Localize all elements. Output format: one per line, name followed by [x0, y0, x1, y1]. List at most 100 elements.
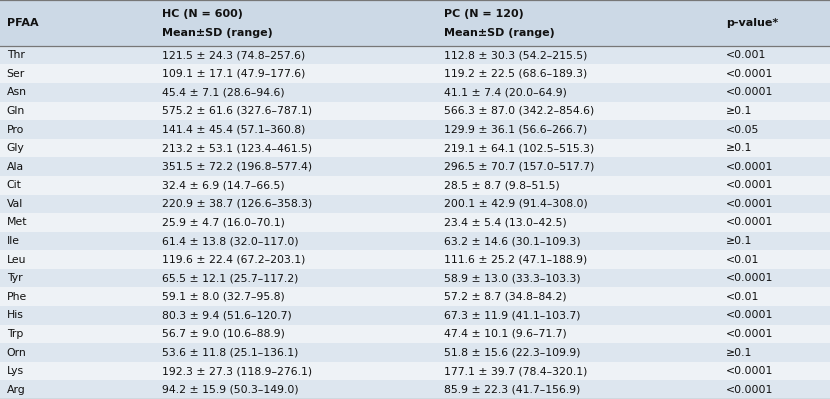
Text: <0.0001: <0.0001 [726, 273, 774, 283]
Text: Leu: Leu [7, 255, 26, 265]
Text: <0.0001: <0.0001 [726, 385, 774, 395]
Text: 65.5 ± 12.1 (25.7–117.2): 65.5 ± 12.1 (25.7–117.2) [162, 273, 298, 283]
Text: 121.5 ± 24.3 (74.8–257.6): 121.5 ± 24.3 (74.8–257.6) [162, 50, 305, 60]
Bar [0, 269, 830, 288]
Text: <0.0001: <0.0001 [726, 366, 774, 376]
Text: Pro: Pro [7, 124, 24, 134]
Bar [0, 325, 830, 343]
Text: Cit: Cit [7, 180, 22, 190]
Bar [0, 176, 830, 195]
Text: ≥0.1: ≥0.1 [726, 143, 753, 153]
Bar [0, 306, 830, 325]
Bar [0, 380, 830, 399]
Text: 219.1 ± 64.1 (102.5–515.3): 219.1 ± 64.1 (102.5–515.3) [444, 143, 594, 153]
Text: Val: Val [7, 199, 23, 209]
Text: <0.0001: <0.0001 [726, 87, 774, 97]
Text: 63.2 ± 14.6 (30.1–109.3): 63.2 ± 14.6 (30.1–109.3) [444, 236, 581, 246]
Text: 141.4 ± 45.4 (57.1–360.8): 141.4 ± 45.4 (57.1–360.8) [162, 124, 305, 134]
Text: 296.5 ± 70.7 (157.0–517.7): 296.5 ± 70.7 (157.0–517.7) [444, 162, 594, 172]
Text: Ser: Ser [7, 69, 25, 79]
Text: <0.0001: <0.0001 [726, 329, 774, 339]
Text: 94.2 ± 15.9 (50.3–149.0): 94.2 ± 15.9 (50.3–149.0) [162, 385, 299, 395]
Text: Arg: Arg [7, 385, 26, 395]
Bar [0, 250, 830, 269]
Text: 177.1 ± 39.7 (78.4–320.1): 177.1 ± 39.7 (78.4–320.1) [444, 366, 588, 376]
Text: <0.01: <0.01 [726, 292, 759, 302]
Text: 575.2 ± 61.6 (327.6–787.1): 575.2 ± 61.6 (327.6–787.1) [162, 106, 312, 116]
Text: Lys: Lys [7, 366, 24, 376]
Text: 25.9 ± 4.7 (16.0–70.1): 25.9 ± 4.7 (16.0–70.1) [162, 217, 285, 227]
Text: 109.1 ± 17.1 (47.9–177.6): 109.1 ± 17.1 (47.9–177.6) [162, 69, 305, 79]
Text: Ala: Ala [7, 162, 24, 172]
Bar [0, 102, 830, 120]
Text: 112.8 ± 30.3 (54.2–215.5): 112.8 ± 30.3 (54.2–215.5) [444, 50, 588, 60]
Text: <0.0001: <0.0001 [726, 180, 774, 190]
Text: 57.2 ± 8.7 (34.8–84.2): 57.2 ± 8.7 (34.8–84.2) [444, 292, 567, 302]
Text: 45.4 ± 7.1 (28.6–94.6): 45.4 ± 7.1 (28.6–94.6) [162, 87, 285, 97]
Text: p-value*: p-value* [726, 18, 779, 28]
Bar [0, 65, 830, 83]
Bar [0, 195, 830, 213]
Text: Phe: Phe [7, 292, 27, 302]
Text: 59.1 ± 8.0 (32.7–95.8): 59.1 ± 8.0 (32.7–95.8) [162, 292, 285, 302]
Text: 28.5 ± 8.7 (9.8–51.5): 28.5 ± 8.7 (9.8–51.5) [444, 180, 559, 190]
Text: 51.8 ± 15.6 (22.3–109.9): 51.8 ± 15.6 (22.3–109.9) [444, 348, 580, 358]
Text: HC (N = 600): HC (N = 600) [162, 9, 242, 19]
Bar [0, 213, 830, 232]
Text: <0.0001: <0.0001 [726, 69, 774, 79]
Bar [0, 83, 830, 102]
Text: 129.9 ± 36.1 (56.6–266.7): 129.9 ± 36.1 (56.6–266.7) [444, 124, 588, 134]
Text: 53.6 ± 11.8 (25.1–136.1): 53.6 ± 11.8 (25.1–136.1) [162, 348, 298, 358]
Text: <0.0001: <0.0001 [726, 199, 774, 209]
Text: ≥0.1: ≥0.1 [726, 236, 753, 246]
Bar [0, 0, 830, 46]
Bar [0, 288, 830, 306]
Text: Ile: Ile [7, 236, 20, 246]
Text: Gly: Gly [7, 143, 24, 153]
Bar [0, 46, 830, 65]
Text: <0.01: <0.01 [726, 255, 759, 265]
Bar [0, 232, 830, 250]
Text: Mean±SD (range): Mean±SD (range) [162, 28, 272, 38]
Text: 61.4 ± 13.8 (32.0–117.0): 61.4 ± 13.8 (32.0–117.0) [162, 236, 299, 246]
Bar [0, 120, 830, 139]
Text: <0.001: <0.001 [726, 50, 767, 60]
Text: 119.6 ± 22.4 (67.2–203.1): 119.6 ± 22.4 (67.2–203.1) [162, 255, 305, 265]
Text: His: His [7, 310, 23, 320]
Text: 192.3 ± 27.3 (118.9–276.1): 192.3 ± 27.3 (118.9–276.1) [162, 366, 312, 376]
Text: 56.7 ± 9.0 (10.6–88.9): 56.7 ± 9.0 (10.6–88.9) [162, 329, 285, 339]
Text: PFAA: PFAA [7, 18, 38, 28]
Text: 351.5 ± 72.2 (196.8–577.4): 351.5 ± 72.2 (196.8–577.4) [162, 162, 312, 172]
Text: Trp: Trp [7, 329, 23, 339]
Bar [0, 139, 830, 157]
Text: 200.1 ± 42.9 (91.4–308.0): 200.1 ± 42.9 (91.4–308.0) [444, 199, 588, 209]
Text: <0.0001: <0.0001 [726, 162, 774, 172]
Text: Mean±SD (range): Mean±SD (range) [444, 28, 554, 38]
Text: Asn: Asn [7, 87, 27, 97]
Bar [0, 343, 830, 362]
Text: 85.9 ± 22.3 (41.7–156.9): 85.9 ± 22.3 (41.7–156.9) [444, 385, 580, 395]
Text: 32.4 ± 6.9 (14.7–66.5): 32.4 ± 6.9 (14.7–66.5) [162, 180, 285, 190]
Text: ≥0.1: ≥0.1 [726, 348, 753, 358]
Text: 58.9 ± 13.0 (33.3–103.3): 58.9 ± 13.0 (33.3–103.3) [444, 273, 581, 283]
Bar [0, 157, 830, 176]
Text: 80.3 ± 9.4 (51.6–120.7): 80.3 ± 9.4 (51.6–120.7) [162, 310, 291, 320]
Text: 220.9 ± 38.7 (126.6–358.3): 220.9 ± 38.7 (126.6–358.3) [162, 199, 312, 209]
Text: 111.6 ± 25.2 (47.1–188.9): 111.6 ± 25.2 (47.1–188.9) [444, 255, 588, 265]
Text: 47.4 ± 10.1 (9.6–71.7): 47.4 ± 10.1 (9.6–71.7) [444, 329, 567, 339]
Text: 119.2 ± 22.5 (68.6–189.3): 119.2 ± 22.5 (68.6–189.3) [444, 69, 588, 79]
Text: 566.3 ± 87.0 (342.2–854.6): 566.3 ± 87.0 (342.2–854.6) [444, 106, 594, 116]
Text: Orn: Orn [7, 348, 27, 358]
Text: <0.0001: <0.0001 [726, 217, 774, 227]
Text: ≥0.1: ≥0.1 [726, 106, 753, 116]
Text: Met: Met [7, 217, 27, 227]
Text: Thr: Thr [7, 50, 25, 60]
Text: 23.4 ± 5.4 (13.0–42.5): 23.4 ± 5.4 (13.0–42.5) [444, 217, 567, 227]
Text: 213.2 ± 53.1 (123.4–461.5): 213.2 ± 53.1 (123.4–461.5) [162, 143, 312, 153]
Text: PC (N = 120): PC (N = 120) [444, 9, 524, 19]
Text: 67.3 ± 11.9 (41.1–103.7): 67.3 ± 11.9 (41.1–103.7) [444, 310, 580, 320]
Text: Tyr: Tyr [7, 273, 22, 283]
Text: <0.05: <0.05 [726, 124, 759, 134]
Text: <0.0001: <0.0001 [726, 310, 774, 320]
Text: 41.1 ± 7.4 (20.0–64.9): 41.1 ± 7.4 (20.0–64.9) [444, 87, 567, 97]
